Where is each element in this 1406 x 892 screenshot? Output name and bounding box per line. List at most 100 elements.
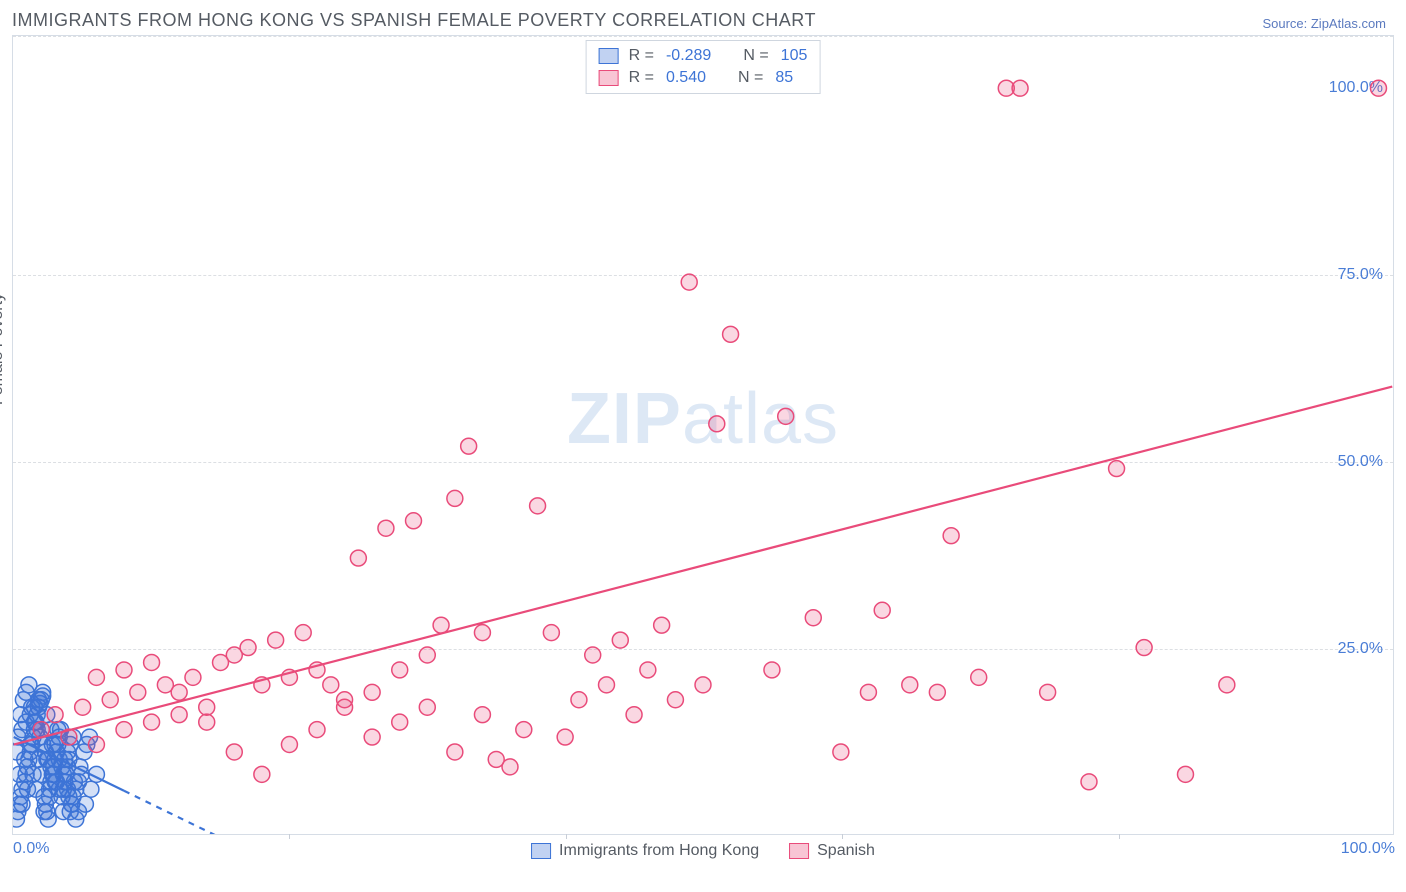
data-point [599,677,615,693]
data-point [1371,80,1387,96]
data-point [1136,640,1152,656]
data-point [144,714,160,730]
n-label-hk: N = [743,47,768,65]
x-tick-mark [1119,834,1120,839]
data-point [144,654,160,670]
data-point [778,408,794,424]
legend-item-hongkong: Immigrants from Hong Kong [531,842,759,860]
data-point [14,796,30,812]
data-point [378,520,394,536]
data-point [240,640,256,656]
data-point [1081,774,1097,790]
data-point [640,662,656,678]
data-point [833,744,849,760]
data-point [530,498,546,514]
n-value-hk: 105 [781,47,808,65]
scatter-plot-svg [13,36,1393,834]
swatch2-hongkong [531,843,551,859]
data-point [433,617,449,633]
data-point [226,744,242,760]
data-point [199,714,215,730]
chart-area: Female Poverty ZIPatlas R = -0.289 N = 1… [12,35,1394,835]
data-point [406,513,422,529]
data-point [543,625,559,641]
data-point [1012,80,1028,96]
data-point [130,684,146,700]
data-point [461,438,477,454]
legend-correlation: R = -0.289 N = 105 R = 0.540 N = 85 [586,40,821,94]
data-point [47,774,63,790]
data-point [571,692,587,708]
data-point [585,647,601,663]
data-point [929,684,945,700]
data-point [1178,766,1194,782]
legend-label-spanish: Spanish [817,842,875,860]
data-point [44,737,60,753]
data-point [171,684,187,700]
data-point [88,669,104,685]
x-tick-label: 0.0% [13,840,49,858]
data-point [88,737,104,753]
n-value-sp: 85 [775,69,793,87]
data-point [474,707,490,723]
data-point [764,662,780,678]
data-point [364,684,380,700]
r-value-hk: -0.289 [666,47,711,65]
data-point [667,692,683,708]
legend-row-hongkong: R = -0.289 N = 105 [599,45,808,67]
data-point [116,662,132,678]
data-point [502,759,518,775]
data-point [860,684,876,700]
r-label-hk: R = [629,47,654,65]
data-point [695,677,711,693]
data-point [309,722,325,738]
data-point [902,677,918,693]
data-point [185,669,201,685]
title-bar: IMMIGRANTS FROM HONG KONG VS SPANISH FEM… [0,0,1406,35]
legend-item-spanish: Spanish [789,842,875,860]
legend-row-spanish: R = 0.540 N = 85 [599,67,808,89]
data-point [557,729,573,745]
data-point [61,789,77,805]
r-label-sp: R = [629,69,654,87]
data-point [874,602,890,618]
data-point [612,632,628,648]
x-tick-mark [842,834,843,839]
data-point [474,625,490,641]
data-point [47,707,63,723]
y-axis-title: Female Poverty [0,293,7,405]
data-point [171,707,187,723]
swatch2-spanish [789,843,809,859]
data-point [25,766,41,782]
data-point [805,610,821,626]
data-point [21,677,37,693]
data-point [364,729,380,745]
source-label: Source: ZipAtlas.com [1262,16,1386,31]
swatch-spanish [599,70,619,86]
data-point [971,669,987,685]
x-tick-mark [566,834,567,839]
data-point [66,774,82,790]
data-point [681,274,697,290]
x-tick-label: 100.0% [1341,840,1395,858]
data-point [83,781,99,797]
data-point [31,751,47,767]
data-point [36,804,52,820]
data-point [42,789,58,805]
swatch-hongkong [599,48,619,64]
legend-label-hongkong: Immigrants from Hong Kong [559,842,759,860]
data-point [419,699,435,715]
data-point [337,699,353,715]
chart-title: IMMIGRANTS FROM HONG KONG VS SPANISH FEM… [12,10,816,31]
data-point [516,722,532,738]
data-point [116,722,132,738]
data-point [350,550,366,566]
data-point [199,699,215,715]
r-value-sp: 0.540 [666,69,706,87]
data-point [281,737,297,753]
data-point [943,528,959,544]
legend-series: Immigrants from Hong Kong Spanish [531,842,875,860]
data-point [1109,461,1125,477]
data-point [55,804,71,820]
data-point [20,781,36,797]
